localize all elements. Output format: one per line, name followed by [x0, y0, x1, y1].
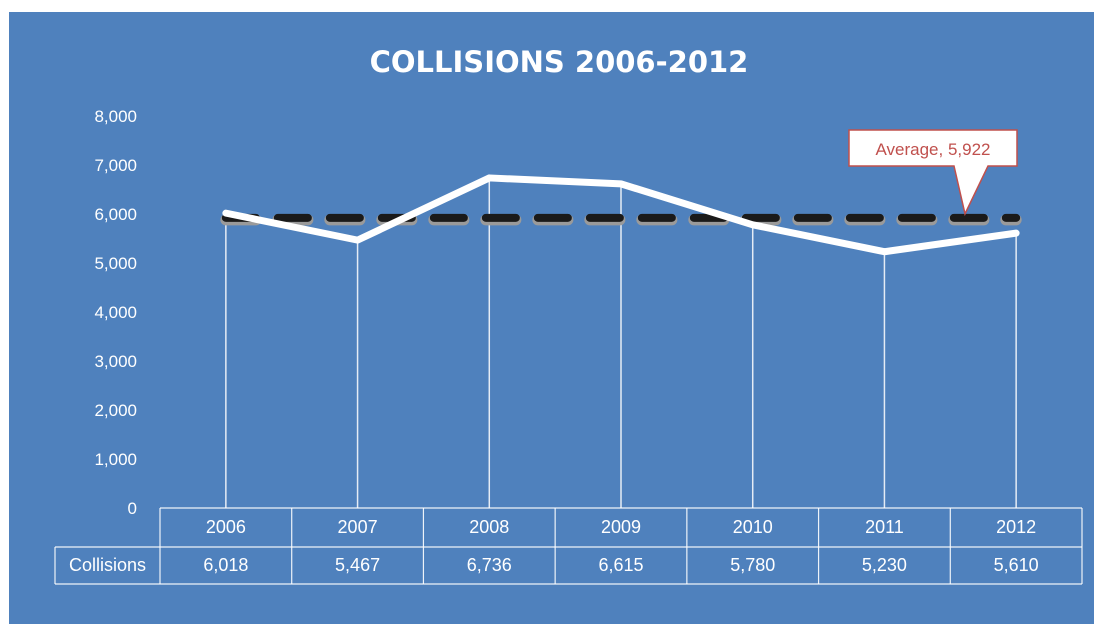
data-table-value: 5,467: [335, 555, 380, 575]
data-point: [619, 182, 623, 186]
x-tick-label: 2008: [469, 517, 509, 537]
data-point: [751, 223, 755, 227]
data-point: [487, 176, 491, 180]
x-tick-label: 2012: [996, 517, 1036, 537]
data-table-value: 6,018: [203, 555, 248, 575]
data-point: [356, 238, 360, 242]
average-label: Average, 5,922: [876, 140, 991, 159]
x-tick-label: 2011: [865, 517, 904, 537]
data-point: [1014, 231, 1018, 235]
series-collisions: [222, 174, 1020, 256]
y-axis: 0 1,000 2,000 3,000 4,000 5,000 6,000 7,000 8,00…: [94, 107, 137, 518]
data-table-value: 6,736: [467, 555, 512, 575]
average-line: [220, 213, 1022, 226]
x-tick-label: 2010: [733, 517, 773, 537]
data-table: 2006 2007 2008 2009 2010 2011 2012 Collisions 6,…: [54, 507, 1083, 585]
callout-box: [848, 129, 1018, 217]
y-tick-label: 2,000: [94, 401, 137, 420]
data-table-value: 5,230: [862, 555, 907, 575]
y-tick-label: 4,000: [94, 303, 137, 322]
data-point: [882, 250, 886, 254]
average-callout: Average, 5,922: [848, 129, 1018, 217]
y-tick-label: 7,000: [94, 156, 137, 175]
y-tick-label: 6,000: [94, 205, 137, 224]
data-table-value: 5,610: [994, 555, 1039, 575]
chart-title: COLLISIONS 2006-2012: [370, 45, 749, 79]
y-tick-label: 0: [128, 499, 137, 518]
y-tick-label: 3,000: [94, 352, 137, 371]
y-tick-label: 5,000: [94, 254, 137, 273]
y-tick-label: 1,000: [94, 450, 137, 469]
series-name-cell: Collisions: [69, 555, 146, 575]
x-tick-label: 2009: [601, 517, 641, 537]
x-tick-label: 2006: [206, 517, 246, 537]
y-tick-label: 8,000: [94, 107, 137, 126]
data-table-value: 6,615: [598, 555, 643, 575]
x-tick-label: 2007: [338, 517, 378, 537]
drop-lines: [225, 177, 1017, 508]
data-table-value: 5,780: [730, 555, 775, 575]
data-point: [224, 211, 228, 215]
chart-frame: [9, 12, 1094, 624]
